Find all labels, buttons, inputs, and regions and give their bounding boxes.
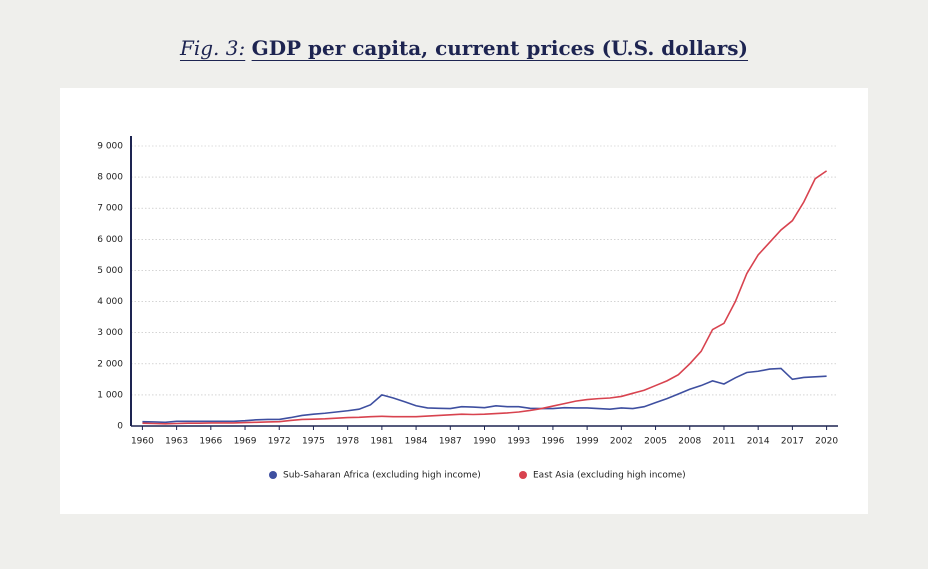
x-tick-label: 1999 xyxy=(576,437,599,447)
x-tick-label: 1963 xyxy=(165,437,188,447)
y-tick-label: 5 000 xyxy=(97,266,123,276)
x-tick-label: 2005 xyxy=(644,437,667,447)
y-tick-label: 6 000 xyxy=(97,235,123,245)
x-tick-label: 1984 xyxy=(405,437,428,447)
x-tick-label: 1993 xyxy=(507,437,530,447)
x-tick-label: 1960 xyxy=(131,437,154,447)
line xyxy=(142,367,827,424)
legend-label: East Asia (excluding high income) xyxy=(533,471,686,481)
title-prefix: Fig. 3: xyxy=(179,36,246,60)
chart: 0 1 000 2 000 3 000 4 000 5 000 6 000 7 000 8 00… xyxy=(97,136,838,481)
x-tick-label: 1990 xyxy=(473,437,496,447)
x-tick-label: 1969 xyxy=(234,437,257,447)
legend-marker xyxy=(269,471,277,479)
chart-panel: 0 1 000 2 000 3 000 4 000 5 000 6 000 7 000 8 00… xyxy=(60,88,868,514)
y-tick-label: 8 000 xyxy=(97,173,123,183)
x-tick-label: 2002 xyxy=(610,437,633,447)
y-tick-label: 2 000 xyxy=(97,359,123,369)
x-tick-label: 1966 xyxy=(199,437,222,447)
x-tick-label: 2017 xyxy=(781,437,804,447)
x-tick-label: 1996 xyxy=(541,437,564,447)
x-tick-label: 2014 xyxy=(747,437,770,447)
line xyxy=(142,170,828,425)
title: GDP per capita, current prices (U.S. dol… xyxy=(251,36,749,60)
legend-label: Sub-Saharan Africa (excluding high incom… xyxy=(283,471,481,481)
y-tick-label: 1 000 xyxy=(97,390,123,400)
x-tick-label: 2008 xyxy=(678,437,701,447)
y-tick-label: 3 000 xyxy=(97,328,123,338)
x-tick-label: 2011 xyxy=(713,437,736,447)
x-tick-label: 2020 xyxy=(815,437,838,447)
y-tick-label: 0 xyxy=(117,422,123,432)
x-tick-label: 1972 xyxy=(268,437,291,447)
y-tick-label: 4 000 xyxy=(97,297,123,307)
legend-marker xyxy=(519,471,527,479)
x-tick-label: 1981 xyxy=(370,437,393,447)
chart-title: Fig. 3: GDP per capita, current prices (… xyxy=(0,36,928,60)
x-tick-label: 1975 xyxy=(302,437,325,447)
y-tick-label: 9 000 xyxy=(97,142,123,152)
x-tick-label: 1987 xyxy=(439,437,462,447)
y-tick-label: 7 000 xyxy=(97,204,123,214)
x-tick-label: 1978 xyxy=(336,437,359,447)
